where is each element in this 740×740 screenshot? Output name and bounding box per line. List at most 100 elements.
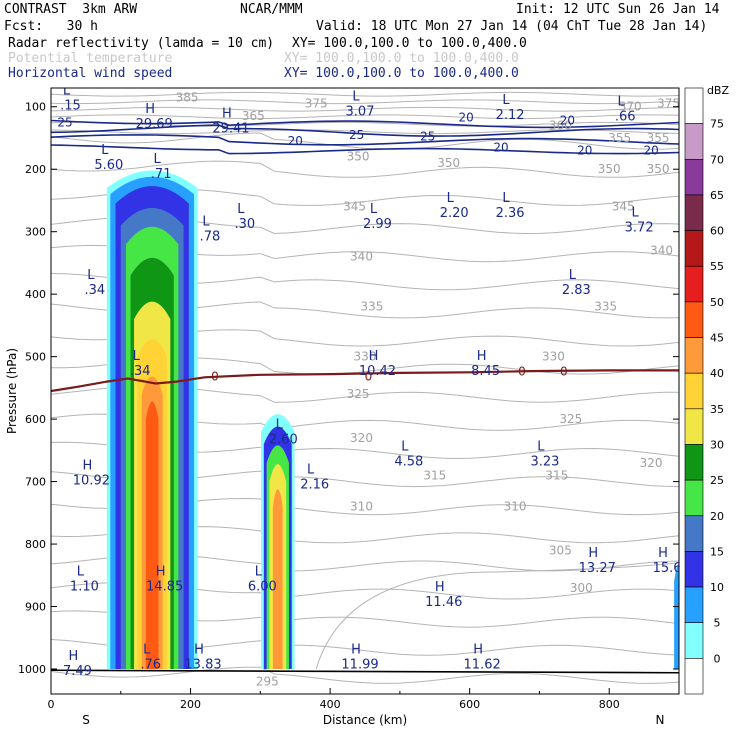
x-axis-label: Distance (km)	[323, 713, 407, 727]
y-tick-label: 800	[25, 538, 46, 551]
extremum-type: L	[101, 143, 109, 158]
y-tick-label: 300	[25, 226, 46, 239]
extremum-value: 10.92	[73, 473, 110, 488]
extremum-value: .34	[130, 364, 151, 379]
wind-contour-label: 25	[57, 115, 72, 129]
extremum-type: L	[401, 440, 409, 455]
theta-contour	[51, 666, 679, 684]
freezing-level-label: 0	[365, 370, 373, 384]
plot-area: 0 0 0 0 385 375 375 370 365 360 355 355 350 350 350 350…	[51, 83, 679, 689]
extremum-type: L	[537, 440, 545, 455]
extremum-value: 5.60	[94, 158, 123, 173]
colorbar-swatch	[684, 372, 704, 410]
extremum-value: .34	[85, 283, 106, 298]
x-tick-label: 600	[459, 698, 480, 711]
wind-contour-label: 20	[643, 143, 658, 157]
colorbar-swatch	[684, 551, 704, 588]
extremum-value: 13.27	[579, 561, 616, 576]
theta-contour-label: 350	[598, 162, 621, 176]
y-tick-label: 600	[25, 413, 46, 426]
wind-contour-label: 25	[420, 130, 435, 144]
theta-contour-label: 300	[570, 581, 593, 595]
theta-contour-label: 315	[423, 468, 446, 482]
colorbar-level-label: 15	[710, 545, 724, 558]
reflectivity-band	[145, 401, 159, 670]
freezing-level-line	[51, 369, 679, 393]
theta-contour-label: 310	[350, 500, 373, 514]
forecast-hour: Fcst: 30 h	[4, 19, 98, 34]
colorbar-level-label: 50	[710, 296, 724, 309]
extremum-value: 2.16	[300, 478, 329, 493]
extremum-type: L	[77, 565, 85, 580]
colorbar-unit: dBZ	[707, 84, 730, 97]
theta-contour-label: 345	[343, 200, 366, 214]
wind-extremum-h: H8.45	[471, 349, 500, 379]
extremum-type: L	[618, 95, 626, 110]
wind-contour-label: 20	[493, 140, 508, 154]
colorbar-level-label: 20	[710, 510, 724, 523]
theta-contour-label: 305	[549, 543, 572, 557]
wind-contour-label: 20	[577, 143, 592, 157]
theta-contour	[51, 114, 679, 120]
colorbar-level-label: 70	[710, 153, 724, 166]
extremum-value: 3.23	[530, 455, 559, 470]
wind-extremum-l: L3.07	[346, 90, 375, 120]
extremum-value: .15	[60, 98, 81, 113]
colorbar-level-label: 65	[710, 189, 724, 202]
colorbar-level-label: 30	[710, 438, 724, 451]
extremum-type: L	[255, 565, 263, 580]
extremum-type: L	[143, 643, 151, 658]
colorbar-swatch	[684, 301, 704, 338]
wind-extremum-l: L1.10	[70, 565, 99, 595]
wind-extremum-h: H7.49	[63, 649, 92, 679]
wind-extremum-l: L2.36	[496, 191, 525, 221]
wind-contour	[51, 124, 679, 137]
theta-contour	[315, 562, 679, 670]
extremum-type: L	[632, 205, 640, 220]
y-tick-label: 700	[25, 476, 46, 489]
extremum-value: 6.00	[248, 580, 277, 595]
extremum-type: L	[63, 83, 71, 98]
wind-contour-label: 20	[288, 134, 303, 148]
colorbar-level-label: 35	[710, 403, 724, 416]
theta-contour-label: 340	[350, 250, 373, 264]
colorbar-level-label: 40	[710, 367, 724, 380]
wind-extremum-l: L3.23	[530, 440, 559, 470]
y-axis-label: Pressure (hPa)	[5, 348, 19, 434]
theta-contour-label: 355	[608, 131, 631, 145]
extremum-value: 2.83	[562, 283, 591, 298]
y-tick-label: 400	[25, 288, 46, 301]
y-tick-label: 900	[25, 601, 46, 614]
extremum-value: 2.36	[496, 206, 525, 221]
extremum-value: 3.72	[625, 220, 654, 235]
y-tick-label: 500	[25, 351, 46, 364]
theta-contour-label: 370	[619, 100, 642, 114]
extremum-type: H	[145, 102, 155, 117]
extremum-value: 3.07	[346, 105, 375, 120]
colorbar-swatch	[684, 337, 704, 374]
colorbar-level-label: 55	[710, 260, 724, 273]
x-tick-label: 200	[180, 698, 201, 711]
x-end-label-south: S	[82, 713, 90, 727]
extremum-value: 2.20	[440, 206, 469, 221]
extremum-value: 29.41	[212, 122, 249, 137]
freezing-level-label: 0	[560, 365, 568, 379]
extremum-value: 11.46	[425, 595, 462, 610]
colorbar-swatch	[684, 586, 704, 624]
theta-contour-label: 335	[361, 300, 384, 314]
extremum-type: L	[154, 152, 162, 167]
wind-contour-label: 20	[560, 113, 575, 127]
wind-extremum-h: H11.46	[425, 580, 462, 610]
extremum-value: 7.49	[63, 664, 92, 679]
extremum-type: H	[194, 643, 204, 658]
colorbar-swatch	[684, 622, 704, 659]
terrain-line	[51, 669, 679, 674]
colorbar-level-label: 10	[710, 581, 724, 594]
wind-extremum-h: H11.62	[464, 643, 501, 673]
extremum-type: H	[477, 349, 487, 364]
extremum-type: L	[237, 202, 245, 217]
theta-contour-label: 350	[647, 162, 670, 176]
theta-contour-label: 375	[305, 97, 328, 111]
